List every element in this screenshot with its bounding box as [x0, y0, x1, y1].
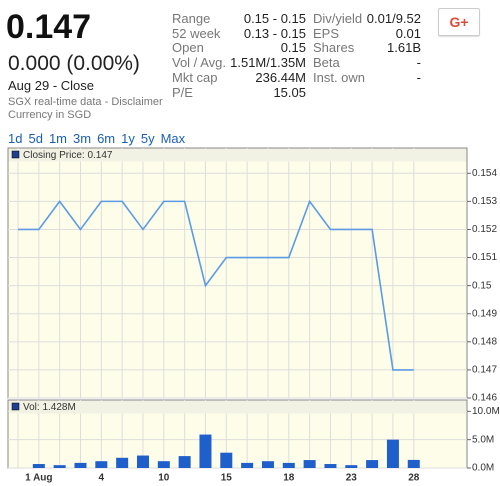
bar [136, 455, 149, 468]
stat-value: 236.44M [255, 69, 306, 85]
stat-value: 0.13 - 0.15 [243, 25, 306, 41]
legend-swatch [11, 402, 20, 411]
stat-value: 0.01/9.52 [366, 11, 421, 26]
bar [366, 460, 379, 468]
x-tick-label: 18 [283, 473, 295, 484]
bar [74, 462, 87, 468]
stat-value: 0.15 [280, 40, 306, 56]
range-link[interactable]: 3m [73, 131, 92, 146]
range-link[interactable]: Max [160, 131, 186, 146]
range-links: 1d 5d 1m 3m 6m 1y 5y Max [8, 131, 185, 146]
stat-label: Beta [313, 55, 340, 71]
source[interactable]: SGX real-time data - Disclaimer [8, 96, 163, 108]
stat-label: EPS [313, 25, 340, 41]
y-tick-label: 5.0M [472, 434, 494, 445]
price-line [18, 199, 414, 371]
y-tick-label: 0.153 [472, 196, 497, 207]
bar [261, 461, 274, 468]
price: 0.147 [6, 8, 92, 46]
bar [32, 464, 45, 468]
date: Aug 29 - Close [8, 78, 94, 93]
x-tick-label: 15 [221, 473, 233, 484]
stat-label: Shares [313, 40, 355, 56]
legend-label: Closing Price: 0.147 [23, 150, 113, 161]
stat-value: 15.05 [273, 84, 306, 100]
x-tick-label: 28 [408, 473, 420, 484]
y-tick-label: 0.147 [472, 365, 497, 376]
stat-label: P/E [172, 84, 193, 100]
stat-label: Mkt cap [172, 69, 218, 85]
y-tick-label: 0.154 [472, 168, 497, 179]
stat-value: - [416, 69, 421, 85]
stat-label: 52 week [172, 25, 221, 41]
x-tick-label: 23 [346, 473, 358, 484]
bar [241, 462, 254, 468]
bar [157, 461, 170, 468]
stat-value: 0.15 - 0.15 [243, 11, 306, 26]
y-tick-label: 0.149 [472, 308, 497, 319]
legend-label: Vol: 1.428M [23, 402, 76, 413]
stat-label: Inst. own [313, 69, 366, 85]
bar [324, 464, 337, 468]
stat-label: Div/yield [313, 11, 363, 26]
range-link[interactable]: 6m [97, 131, 116, 146]
bar [116, 457, 129, 468]
share-button[interactable]: G+ [438, 8, 480, 36]
bar [303, 460, 316, 468]
bar [282, 462, 295, 468]
change: 0.000 (0.00%) [8, 52, 140, 75]
y-tick-label: 0.146 [472, 393, 497, 404]
stat-value: 1.51M/1.35M [230, 55, 306, 71]
stat-label: Vol / Avg. [172, 55, 226, 71]
legend-band [8, 148, 467, 162]
range-link[interactable]: 5y [140, 131, 155, 146]
x-tick-label: 1 Aug [25, 473, 52, 484]
stat-label: Open [172, 40, 204, 56]
legend-band [8, 400, 467, 414]
range-link[interactable]: 1d [8, 131, 23, 146]
currency: Currency in SGD [8, 109, 92, 121]
stat-value: 1.61B [387, 40, 421, 56]
bar [345, 465, 358, 468]
range-link[interactable]: 1y [121, 131, 135, 146]
bar [95, 461, 108, 468]
bar [220, 452, 233, 468]
range-link[interactable]: 1m [48, 131, 67, 146]
legend-swatch [11, 150, 20, 159]
y-tick-label: 0.15 [472, 280, 492, 291]
y-tick-label: 0.148 [472, 336, 497, 347]
bar [407, 459, 420, 468]
y-tick-label: 10.0M [472, 406, 500, 417]
plot-area [7, 147, 468, 399]
x-tick-label: 10 [158, 473, 170, 484]
bar [178, 456, 191, 468]
y-tick-label: 0.151 [472, 252, 497, 263]
bar [386, 439, 399, 468]
stat-label: Range [172, 11, 211, 26]
x-tick-label: 4 [99, 473, 105, 484]
bar [199, 434, 212, 468]
y-tick-label: 0.152 [472, 224, 497, 235]
range-link[interactable]: 5d [28, 131, 43, 146]
y-tick-label: 0.0M [472, 463, 494, 474]
bar [53, 465, 66, 468]
stat-value: - [416, 55, 421, 71]
stat-value: 0.01 [395, 25, 421, 41]
